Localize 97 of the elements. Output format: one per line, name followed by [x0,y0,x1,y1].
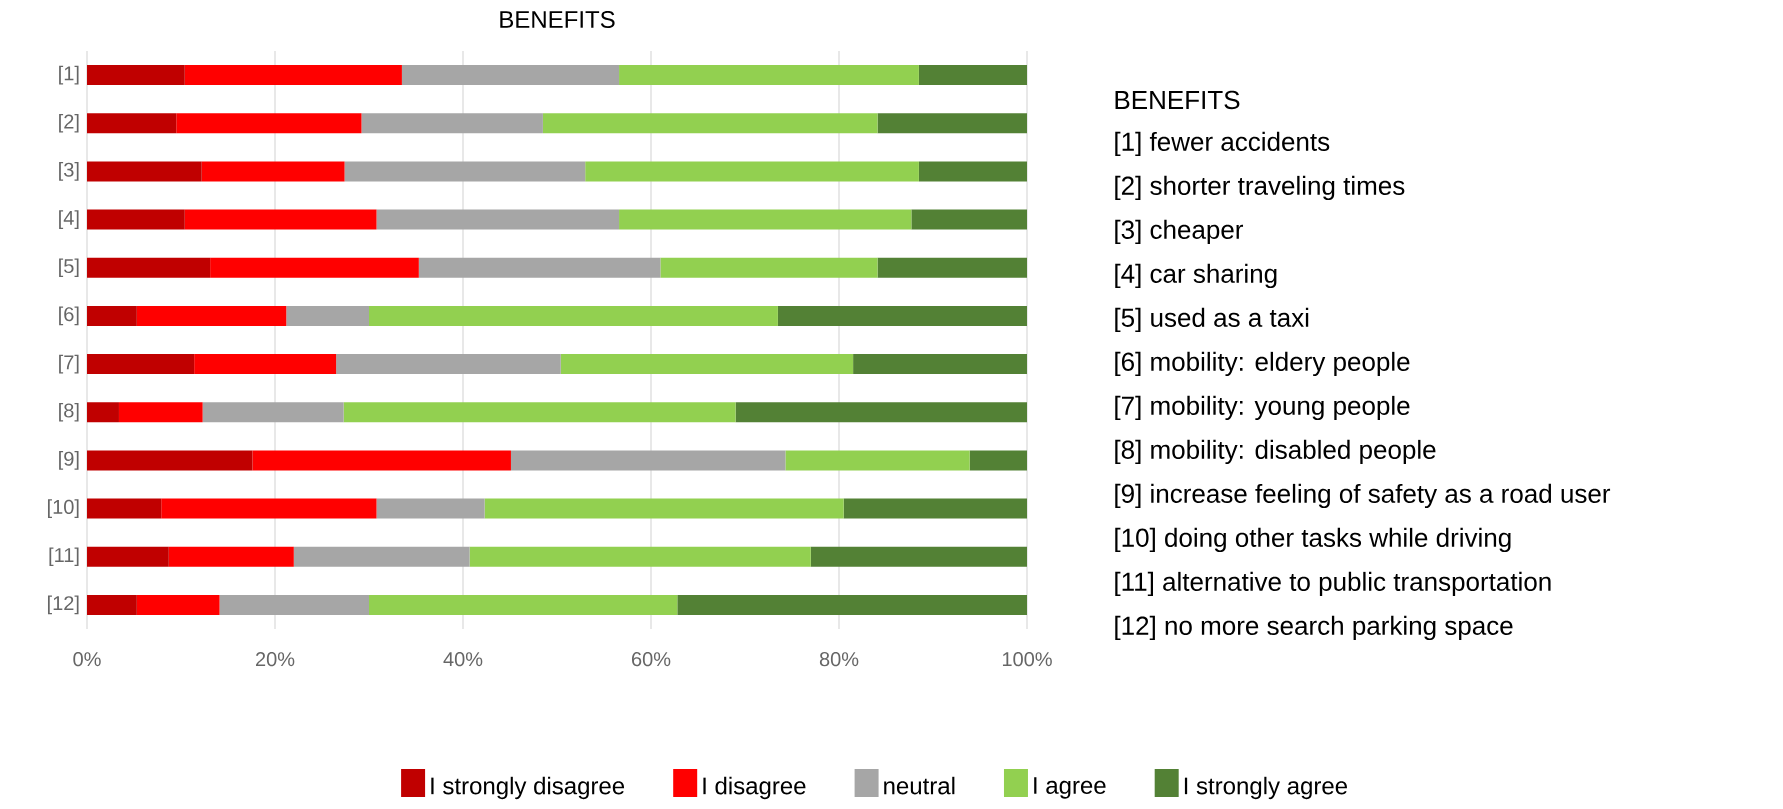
bar [136,305,287,326]
text: [8] mobility: disabled people [1115,439,1436,465]
bar [219,594,369,615]
legend-label: I strongly agree [1184,776,1347,800]
bar [969,450,1028,471]
bar [560,354,854,375]
y-tick-label: [3] [59,162,79,181]
bar [344,161,586,182]
legend-label: I strongly disagree [431,776,625,800]
bar [87,450,253,471]
bar [343,402,736,423]
bar [735,402,1028,423]
bar [87,113,177,134]
bar [87,65,185,86]
bar [336,354,561,375]
y-tick-label: [2] [59,113,79,133]
bar [361,113,543,134]
x-tick-label: 0% [73,652,101,667]
y-tick-label: [7] [59,354,79,374]
text: [5] used as a taxi [1115,307,1309,333]
bar [401,65,620,86]
x-tick-label: 80% [819,652,859,667]
bar [136,594,220,615]
bar [293,546,470,567]
chart-title: BENEFITS [500,10,615,28]
y-tick-label: [4] [59,210,79,229]
bar [843,498,1028,519]
legend-label: I agree [1034,777,1106,799]
bar [118,402,203,423]
bar [918,161,1028,182]
x-tick-label: 20% [255,652,295,667]
bar [87,594,137,615]
text: [1] fewer accidents [1115,131,1330,157]
text: [4] car sharing [1115,263,1277,289]
legend-label: I disagree [703,776,806,800]
text: BENEFITS [1115,90,1240,110]
y-tick-label: [6] [59,306,79,326]
bar [777,305,1028,326]
bar [87,354,195,375]
bar [87,546,169,567]
x-tick-label: 100% [1002,652,1052,667]
legend-label: neutral [884,776,955,795]
text: [9] increase feeling of safety as a road user [1115,483,1611,509]
bar [87,257,211,278]
bar [87,498,162,519]
text: [7] mobility: young people [1115,395,1410,421]
text: [3] cheaper [1115,219,1244,245]
bar [194,354,337,375]
bar [677,594,1028,615]
bar [168,546,294,567]
bar [510,450,786,471]
bar [853,354,1028,375]
text: [12] no more search parking space [1115,615,1513,641]
bar [202,402,344,423]
bar [660,257,878,278]
bar [87,402,119,423]
bar [469,546,811,567]
y-tick-label: [8] [59,402,79,422]
y-tick-label: [1] [59,65,79,85]
text: [11] alternative to public transportation [1115,571,1551,597]
y-tick-label: [11] [49,547,79,567]
bar [877,257,1028,278]
bar [918,65,1028,86]
bar [619,209,912,230]
bar [201,161,345,182]
bar [877,113,1028,134]
bar [585,161,919,182]
bar [542,113,878,134]
bar [810,546,1028,567]
text: [6] mobility: eldery people [1115,351,1410,377]
bar [87,209,185,230]
x-tick-label: 40% [443,652,483,667]
x-tick-label: 60% [632,652,671,667]
bar [369,594,678,615]
bar [286,305,369,326]
bar [184,65,402,86]
bar [176,113,362,134]
bar [911,209,1028,230]
bar [484,498,844,519]
bar [369,305,778,326]
bar [252,450,511,471]
y-tick-label: [9] [59,451,79,470]
y-tick-label: [10] [47,499,79,518]
text: [2] shorter traveling times [1115,175,1405,201]
y-tick-label: [12] [47,595,79,615]
bar [376,209,620,230]
bar [785,450,970,471]
bar [87,305,137,326]
bar [619,65,919,86]
bar [184,209,377,230]
y-tick-label: [5] [59,258,79,278]
bar [161,498,377,519]
bar [210,257,419,278]
text: [10] doing other tasks while driving [1115,527,1511,553]
bar [418,257,661,278]
bar [87,161,202,182]
bar [376,498,485,519]
